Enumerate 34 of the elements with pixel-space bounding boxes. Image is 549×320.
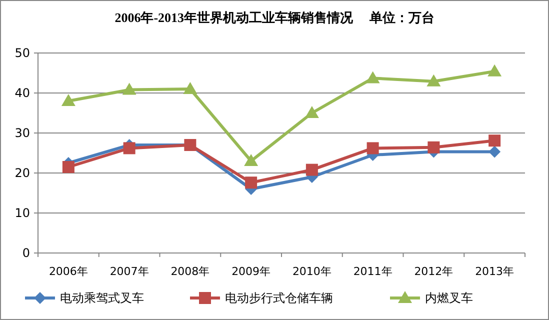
point <box>488 64 502 76</box>
y-tick-label: 30 <box>14 126 30 140</box>
point <box>366 71 380 84</box>
y-tick-label: 50 <box>14 46 30 60</box>
x-tick-label: 2010年 <box>292 265 332 278</box>
legend-label: 内燃叉车 <box>425 291 473 305</box>
x-tick-label: 2013年 <box>475 265 514 278</box>
point <box>366 142 379 154</box>
y-tick-label: 0 <box>22 246 30 260</box>
legend-label: 电动乘驾式叉车 <box>60 291 144 305</box>
point <box>426 74 441 86</box>
point <box>123 142 136 154</box>
point <box>61 94 76 106</box>
point <box>306 164 318 176</box>
point <box>428 141 440 154</box>
x-tick-label: 2009年 <box>232 265 271 278</box>
point <box>183 82 198 94</box>
x-tick-label: 2006年 <box>48 265 88 278</box>
point <box>488 146 501 158</box>
x-tick-label: 2012年 <box>414 265 454 278</box>
chart-title: 2006年-2013年世界机动工业车辆销售情况 单位：万台 <box>114 10 434 25</box>
point <box>488 134 501 147</box>
point <box>244 154 258 166</box>
point <box>304 106 319 118</box>
x-tick-label: 2008年 <box>170 265 210 278</box>
point <box>245 176 258 189</box>
point <box>122 82 136 95</box>
y-tick-label: 40 <box>14 86 30 100</box>
point <box>62 161 74 173</box>
y-tick-label: 10 <box>14 206 30 220</box>
legend-label: 电动步行式仓储车辆 <box>225 291 333 305</box>
x-tick-label: 2011年 <box>353 265 392 278</box>
y-tick-label: 20 <box>14 166 30 180</box>
x-tick-label: 2007年 <box>110 265 149 278</box>
